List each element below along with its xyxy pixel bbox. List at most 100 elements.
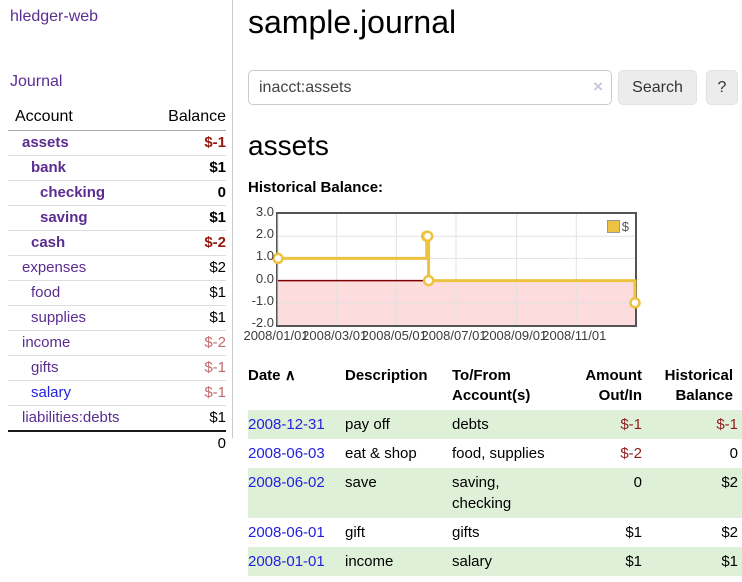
y-tick-label: -1.0 xyxy=(251,292,274,308)
account-link[interactable]: bank xyxy=(31,159,67,176)
account-balance: $-2 xyxy=(145,230,226,256)
register-row: 2008-01-01 income salary $1 $1 xyxy=(248,547,742,576)
account-link[interactable]: gifts xyxy=(31,359,59,376)
nav-journal-link[interactable]: Journal xyxy=(10,73,63,90)
chart-legend: $ xyxy=(605,219,630,234)
transaction-amount: $-2 xyxy=(620,445,642,462)
accounts-header-account: Account xyxy=(8,105,146,131)
transaction-accounts: saving, checking xyxy=(452,468,558,518)
account-balance: $-1 xyxy=(145,355,226,381)
account-link[interactable]: liabilities:debts xyxy=(22,409,120,426)
sort-ascending-icon: ∧ xyxy=(284,367,296,384)
account-row-income: income $-2 xyxy=(8,330,226,356)
register-row: 2008-06-02 save saving, checking 0 $2 xyxy=(248,468,742,518)
legend-swatch xyxy=(606,220,620,233)
x-tick-label: 2008/03/01 xyxy=(302,328,368,343)
account-balance: $1 xyxy=(145,305,226,331)
account-link[interactable]: supplies xyxy=(31,309,87,326)
transaction-description: pay off xyxy=(345,410,452,439)
transaction-balance: $1 xyxy=(646,547,742,576)
register-header-date[interactable]: Date ∧ xyxy=(248,367,296,384)
historical-balance-chart: $ 3.0 2.0 1.0 0.0 -1.0 -2.0 2008/01/01 2008/03… xyxy=(243,204,742,344)
data-point-marker xyxy=(629,297,641,309)
x-tick-label: 2008/05/01 xyxy=(361,328,427,343)
account-link[interactable]: expenses xyxy=(22,259,87,276)
search-form: × Search ? xyxy=(248,70,742,105)
account-link[interactable]: assets xyxy=(22,134,69,151)
transaction-accounts: food, supplies xyxy=(452,445,545,462)
transaction-date-link[interactable]: 2008-06-02 xyxy=(248,474,325,491)
x-tick-label: 2008/07/01 xyxy=(421,328,487,343)
transaction-accounts: gifts xyxy=(452,524,480,541)
transaction-date-link[interactable]: 2008-12-31 xyxy=(248,416,325,433)
x-tick-label: 2008/09/01 xyxy=(482,328,548,343)
register-row: 2008-06-03 eat & shop food, supplies $-2… xyxy=(248,439,742,468)
account-link[interactable]: saving xyxy=(40,209,88,226)
account-balance: $1 xyxy=(145,205,226,231)
data-point-marker xyxy=(421,230,434,242)
accounts-header-balance: Balance xyxy=(145,105,226,131)
account-row-liabilities-debts: liabilities:debts $1 xyxy=(8,406,226,432)
account-balance: $1 xyxy=(209,409,226,426)
account-link[interactable]: income xyxy=(22,334,71,351)
account-row-gifts: gifts $-1 xyxy=(8,355,226,381)
sidebar: hledger-web Journal Account Balance asse… xyxy=(0,0,233,456)
account-row-assets: assets $-1 xyxy=(8,130,226,156)
transaction-date-link[interactable]: 2008-06-01 xyxy=(248,524,325,541)
chart-plot-area: $ xyxy=(272,212,641,327)
account-balance: 0 xyxy=(145,180,226,206)
account-row-cash: cash $-2 xyxy=(8,230,226,256)
register-header-balance: Historical Balance xyxy=(664,367,733,404)
account-row-food: food $1 xyxy=(8,280,226,306)
account-link[interactable]: cash xyxy=(31,234,66,251)
data-point-marker xyxy=(272,252,284,265)
transaction-date-link[interactable]: 2008-06-03 xyxy=(248,445,325,462)
account-balance: $1 xyxy=(145,280,226,306)
clear-search-icon[interactable]: × xyxy=(593,77,603,96)
account-link[interactable]: food xyxy=(31,284,61,301)
transaction-amount: $1 xyxy=(625,524,642,541)
x-tick-label: 2008/01/01 xyxy=(243,328,309,343)
account-row-salary: salary $-1 xyxy=(8,380,226,406)
account-link[interactable]: salary xyxy=(31,384,72,401)
help-button[interactable]: ? xyxy=(706,70,738,105)
transaction-date-link[interactable]: 2008-01-01 xyxy=(248,553,325,570)
app-brand[interactable]: hledger-web xyxy=(10,8,99,25)
transaction-balance: 0 xyxy=(729,445,738,462)
account-balance: $1 xyxy=(145,155,226,181)
transaction-balance: $2 xyxy=(721,524,738,541)
account-row-supplies: supplies $1 xyxy=(8,305,226,331)
register-row: 2008-12-31 pay off debts $-1 $-1 xyxy=(248,410,742,439)
search-input[interactable] xyxy=(248,70,612,105)
transaction-description: eat & shop xyxy=(345,445,417,462)
transaction-amount: $1 xyxy=(558,547,646,576)
chart-title: Historical Balance: xyxy=(248,179,384,196)
main-content: sample.journal × Search ? assets Histori… xyxy=(243,0,742,576)
y-tick-label: 0.0 xyxy=(255,270,274,286)
account-link[interactable]: checking xyxy=(40,184,106,201)
account-row-expenses: expenses $2 xyxy=(8,255,226,281)
transaction-amount: $-1 xyxy=(558,410,646,439)
account-row-checking: checking 0 xyxy=(8,180,226,206)
data-point-marker xyxy=(422,274,435,287)
register-header-tofrom: To/From Account(s) xyxy=(452,367,531,404)
transaction-description: save xyxy=(345,468,452,518)
transaction-accounts: salary xyxy=(452,547,558,576)
accounts-total-row: 0 xyxy=(8,430,226,456)
page-title: sample.journal xyxy=(248,4,457,40)
transaction-balance: $-1 xyxy=(646,410,742,439)
y-tick-label: 1.0 xyxy=(255,248,274,264)
account-balance: $-1 xyxy=(145,380,226,406)
legend-label: $ xyxy=(621,219,629,234)
account-balance: $-2 xyxy=(145,330,226,356)
transaction-description: gift xyxy=(345,524,366,541)
accounts-table: Account Balance assets $-1 bank $1 check… xyxy=(8,105,226,456)
account-row-bank: bank $1 xyxy=(8,155,226,181)
search-button[interactable]: Search xyxy=(618,70,697,105)
register-header-description: Description xyxy=(345,367,428,384)
y-tick-label: 3.0 xyxy=(255,204,274,219)
register-header-row: Date ∧ Description To/From Account(s) Am… xyxy=(248,364,742,410)
x-tick-label: 2008/11/01 xyxy=(542,328,607,343)
account-balance: $2 xyxy=(145,255,226,281)
register-row: 2008-06-01 gift gifts $1 $2 xyxy=(248,518,742,547)
